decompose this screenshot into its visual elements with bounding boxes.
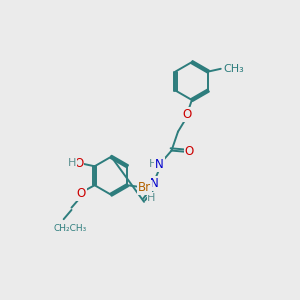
Text: H: H [147,193,156,203]
Text: H: H [68,158,76,168]
Text: N: N [155,158,164,171]
Text: CH₂CH₃: CH₂CH₃ [54,224,87,233]
Text: O: O [182,108,191,121]
Text: CH₃: CH₃ [224,64,244,74]
Text: O: O [76,187,86,200]
Text: H: H [149,159,157,169]
Text: N: N [150,177,159,190]
Text: O: O [185,145,194,158]
Text: Br: Br [138,181,151,194]
Text: O: O [74,158,83,170]
